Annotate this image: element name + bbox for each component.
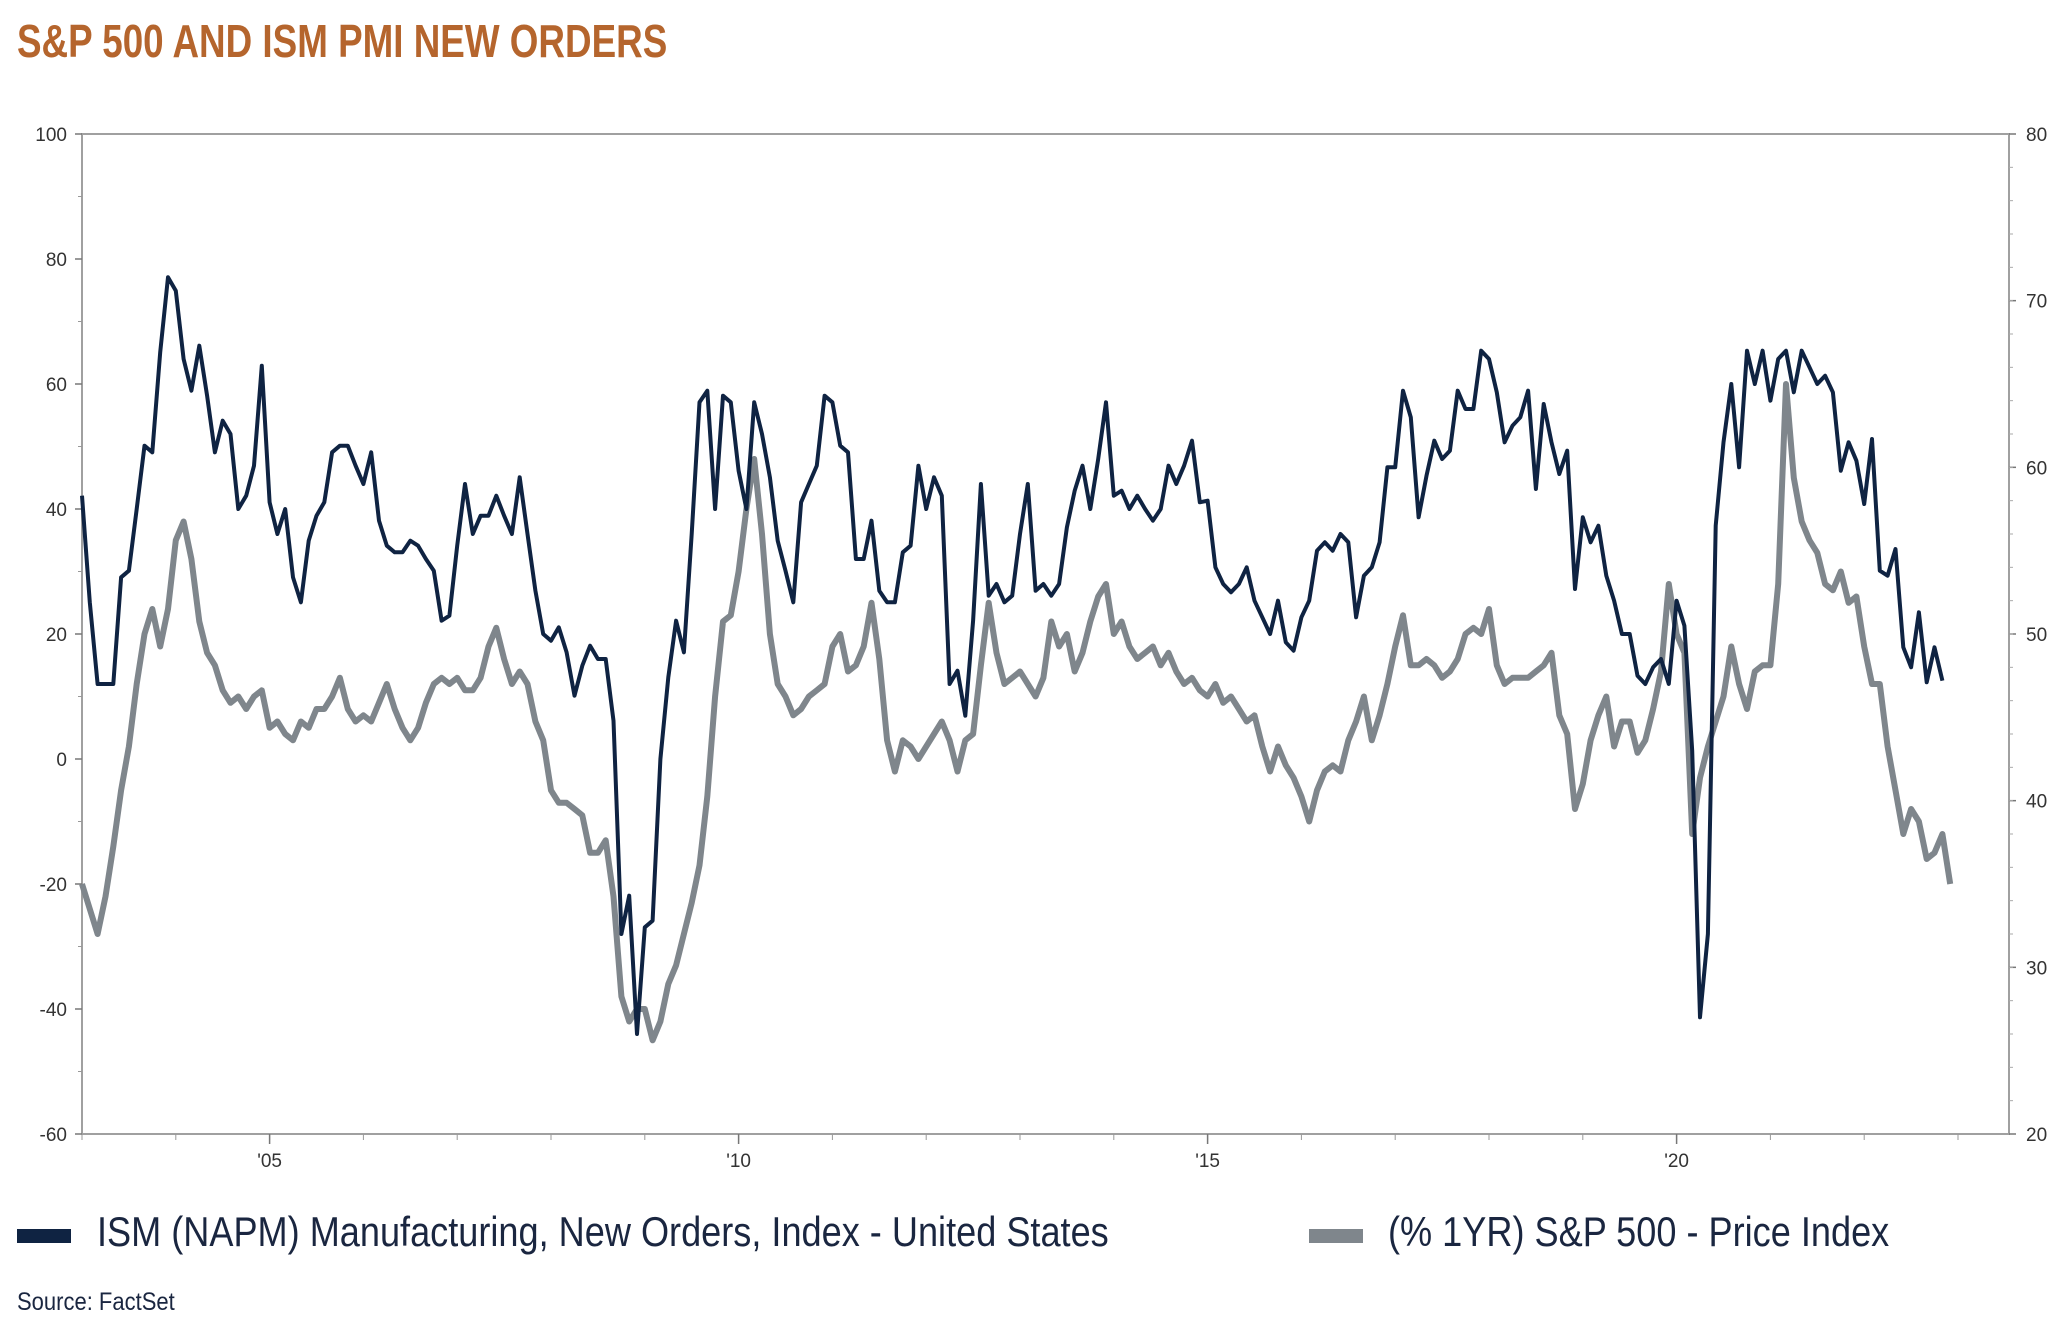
left-tick-label: 40 <box>46 500 67 521</box>
right-tick-label: 20 <box>2026 1125 2047 1146</box>
series-line-sp500-yoy <box>79 381 1954 1044</box>
left-tick-label: 20 <box>46 625 67 646</box>
legend-swatch-sp500 <box>1309 1229 1363 1243</box>
right-tick-label: 80 <box>2026 125 2047 146</box>
series-line-ism-new-orders <box>80 275 1945 1036</box>
left-tick-label: 80 <box>46 250 67 271</box>
left-tick-label: 0 <box>56 750 67 771</box>
left-tick-label: -40 <box>40 1000 67 1021</box>
x-tick-label: '15 <box>1195 1151 1220 1172</box>
legend-label-ism: ISM (NAPM) Manufacturing, New Orders, In… <box>97 1208 1109 1255</box>
x-tick-label: '20 <box>1664 1151 1689 1172</box>
right-tick-label: 60 <box>2026 458 2047 479</box>
axes: 100 80 60 40 20 0 -20 -40 -60 80 70 60 50 40 30 20 '05 '1… <box>35 125 2047 1172</box>
right-tick-label: 50 <box>2026 625 2047 646</box>
x-tick-label: '10 <box>726 1151 751 1172</box>
left-tick-label: -60 <box>40 1125 67 1146</box>
series-group <box>79 275 1954 1044</box>
plot-frame <box>81 133 2010 1135</box>
right-tick-label: 70 <box>2026 292 2047 313</box>
chart-title: S&P 500 AND ISM PMI NEW ORDERS <box>17 15 668 67</box>
legend-swatch-ism <box>17 1229 71 1243</box>
right-tick-label: 30 <box>2026 958 2047 979</box>
left-tick-label: 100 <box>35 125 67 146</box>
right-tick-label: 40 <box>2026 792 2047 813</box>
left-tick-label: -20 <box>40 875 67 896</box>
left-tick-label: 60 <box>46 375 67 396</box>
legend-label-sp500: (% 1YR) S&P 500 - Price Index <box>1388 1208 1890 1255</box>
x-tick-label: '05 <box>257 1151 282 1172</box>
source-note: Source: FactSet <box>17 1288 175 1316</box>
